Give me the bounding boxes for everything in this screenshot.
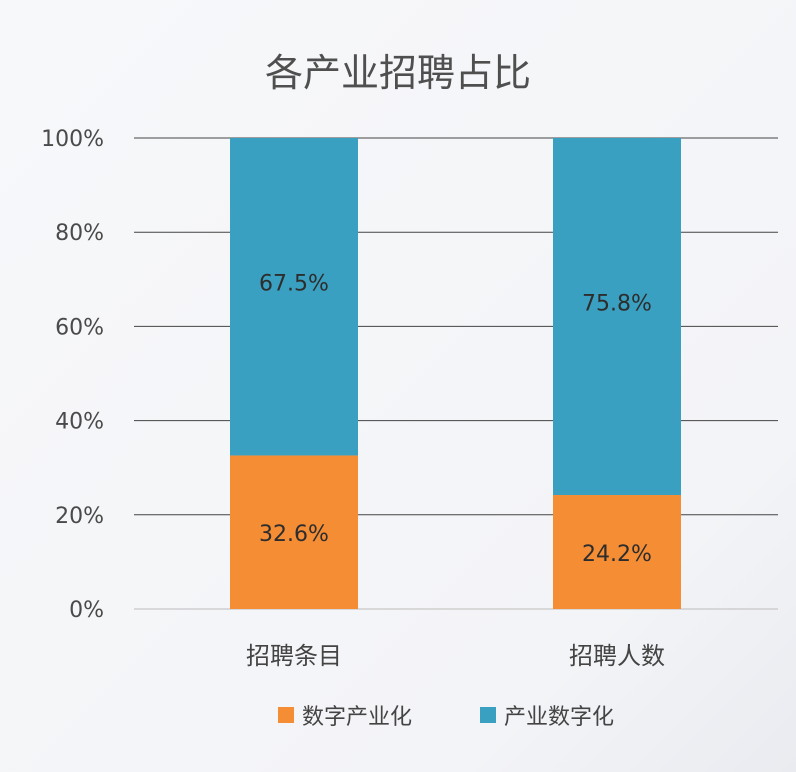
data-label: 67.5% — [259, 272, 329, 297]
bars — [230, 138, 681, 609]
legend-entry: 产业数字化 — [504, 705, 614, 730]
y-tick-label: 0% — [69, 598, 104, 623]
y-tick-label: 100% — [41, 127, 104, 152]
chart-title: 各产业招聘占比 — [265, 51, 531, 95]
y-axis-labels: 0% 20% 40% 60% 80% 100% — [41, 127, 104, 623]
y-tick-label: 20% — [55, 504, 104, 529]
y-tick-label: 40% — [55, 410, 104, 435]
bar-segment — [553, 495, 681, 609]
x-tick-label: 招聘条目 — [246, 642, 342, 670]
legend-swatch — [480, 707, 496, 723]
legend: 数字产业化 产业数字化 — [278, 705, 614, 730]
data-label: 32.6% — [259, 522, 329, 547]
y-tick-label: 80% — [55, 221, 104, 246]
data-label: 75.8% — [582, 292, 652, 317]
legend-swatch — [278, 707, 294, 723]
data-label: 24.2% — [582, 542, 652, 567]
x-tick-label: 招聘人数 — [569, 642, 665, 670]
x-axis-labels: 招聘条目 招聘人数 — [246, 642, 665, 670]
bar-segment — [230, 455, 358, 609]
bar-segment — [553, 138, 681, 496]
bar-labels: 32.6% 67.5% 24.2% 75.8% — [259, 272, 652, 567]
y-tick-label: 60% — [55, 315, 104, 340]
legend-entry: 数字产业化 — [302, 705, 412, 730]
bar-segment — [230, 138, 358, 456]
